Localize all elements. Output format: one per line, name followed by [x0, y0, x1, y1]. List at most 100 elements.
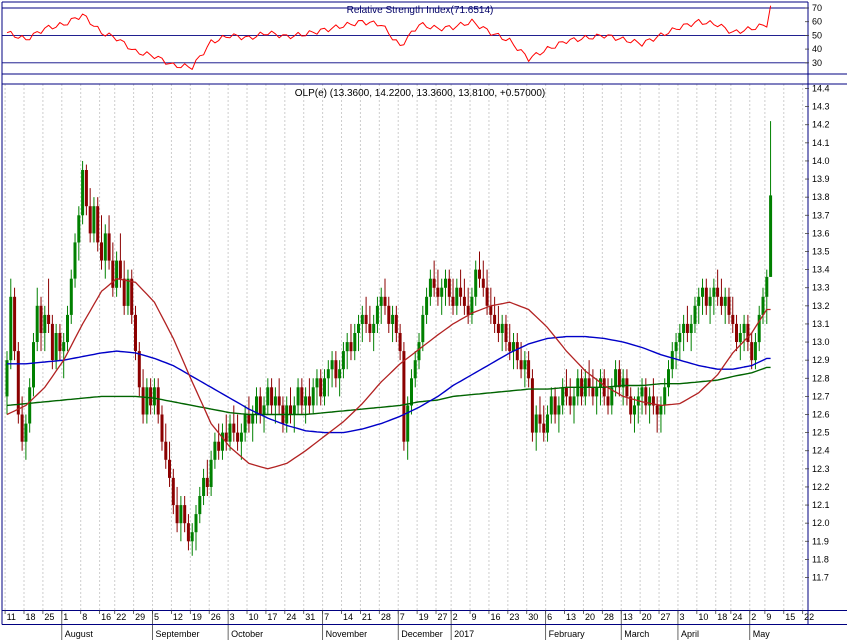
candle	[716, 287, 720, 297]
month-label: September	[156, 629, 200, 639]
svg-text:13.5: 13.5	[812, 247, 830, 257]
candle	[341, 351, 345, 370]
candle	[232, 423, 236, 433]
candle	[39, 305, 43, 333]
candle	[455, 287, 459, 306]
candle	[644, 387, 648, 406]
candle	[701, 287, 704, 297]
candle	[391, 314, 395, 324]
svg-text:12.1: 12.1	[812, 500, 830, 510]
candle	[58, 333, 62, 352]
candle	[651, 396, 655, 406]
svg-text:14.4: 14.4	[812, 84, 830, 94]
candle	[243, 414, 247, 433]
svg-text:7: 7	[324, 612, 329, 622]
candle	[425, 296, 429, 315]
candle	[549, 396, 553, 415]
candle	[530, 378, 534, 433]
rsi-title: Relative Strength Index(71.6514)	[347, 5, 494, 16]
candle	[168, 459, 171, 478]
candle	[115, 260, 119, 288]
candle	[432, 278, 436, 288]
rsi-line	[6, 5, 772, 70]
svg-text:26: 26	[211, 612, 221, 622]
svg-text:13.4: 13.4	[812, 265, 830, 275]
candle	[746, 323, 750, 342]
svg-text:13.0: 13.0	[812, 337, 830, 347]
svg-text:12.5: 12.5	[812, 428, 830, 438]
candle	[300, 387, 304, 406]
candle	[568, 396, 572, 406]
candle	[326, 369, 330, 379]
candle	[655, 405, 659, 415]
svg-text:11.7: 11.7	[812, 573, 829, 583]
svg-text:22: 22	[116, 612, 126, 622]
candle	[149, 387, 153, 406]
candle	[296, 387, 300, 406]
svg-text:11.8: 11.8	[812, 554, 829, 564]
candle	[84, 170, 88, 207]
candle	[394, 314, 398, 333]
candle	[750, 342, 754, 361]
candle	[398, 333, 402, 352]
svg-text:15: 15	[785, 612, 795, 622]
candle	[402, 351, 406, 442]
panel-frame	[1, 1, 847, 625]
candle	[183, 505, 187, 524]
candle	[77, 215, 81, 243]
svg-text:13.7: 13.7	[812, 210, 830, 220]
candle	[228, 423, 232, 442]
candle	[379, 296, 383, 306]
svg-text:20: 20	[585, 612, 595, 622]
candle	[621, 378, 625, 388]
candle	[466, 305, 470, 315]
candle	[179, 505, 183, 524]
candle	[258, 396, 262, 415]
svg-text:24: 24	[286, 612, 296, 622]
candle	[205, 477, 209, 487]
candle	[523, 360, 527, 370]
candle	[572, 396, 576, 406]
price-axis-labels: 14.4 14.3 14.2 14.1 14.0 13.9 13.8 13.7 13.6 13.5…	[805, 84, 830, 583]
svg-text:3: 3	[679, 612, 684, 622]
candle	[383, 296, 387, 306]
svg-text:16: 16	[101, 612, 111, 622]
candle	[311, 387, 315, 406]
candle	[330, 360, 334, 370]
month-label: October	[231, 629, 263, 639]
candle	[32, 342, 35, 388]
candle	[66, 314, 69, 343]
month-label: March	[624, 629, 649, 639]
svg-text:8: 8	[82, 612, 87, 622]
month-label: November	[326, 629, 368, 639]
svg-text:2: 2	[453, 612, 458, 622]
candle	[186, 523, 190, 542]
candle	[417, 342, 421, 361]
candle	[209, 459, 213, 487]
candle	[277, 396, 281, 406]
candle	[357, 323, 360, 333]
candle	[145, 387, 149, 415]
svg-text:14.1: 14.1	[812, 138, 830, 148]
svg-text:23: 23	[509, 612, 519, 622]
svg-text:12.4: 12.4	[812, 446, 830, 456]
svg-text:28: 28	[604, 612, 614, 622]
candle	[224, 432, 228, 442]
svg-text:19: 19	[419, 612, 429, 622]
candle	[682, 323, 686, 333]
ma-slow-line	[6, 366, 771, 416]
candlestick-series	[5, 121, 773, 556]
candle	[24, 423, 28, 442]
candle	[697, 296, 701, 306]
candle	[28, 387, 32, 424]
candle	[156, 387, 160, 415]
svg-text:30: 30	[812, 58, 822, 68]
candle	[47, 314, 51, 324]
candle	[561, 387, 565, 406]
candle	[542, 423, 546, 433]
candle	[735, 323, 738, 342]
candle	[236, 432, 240, 442]
svg-text:28: 28	[381, 612, 391, 622]
candle	[674, 342, 678, 352]
